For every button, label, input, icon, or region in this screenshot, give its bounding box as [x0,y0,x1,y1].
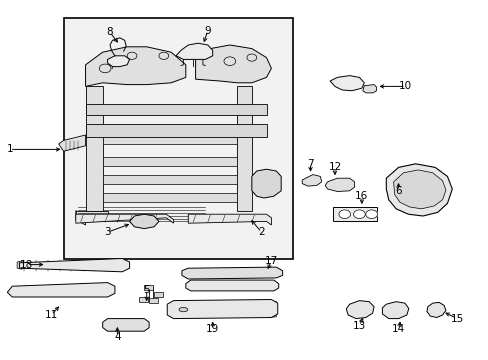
Text: 17: 17 [264,256,278,266]
Polygon shape [105,65,112,68]
Text: 3: 3 [104,227,111,237]
Polygon shape [267,302,276,318]
Polygon shape [102,319,149,331]
Text: 11: 11 [44,310,58,320]
Polygon shape [182,267,282,279]
Polygon shape [346,301,373,319]
Polygon shape [85,124,266,137]
Polygon shape [332,207,376,221]
Polygon shape [393,170,445,209]
Polygon shape [302,175,321,186]
Polygon shape [85,104,266,115]
Polygon shape [59,135,85,151]
Text: 10: 10 [399,81,411,91]
Polygon shape [85,47,185,86]
Polygon shape [129,214,159,229]
Text: 7: 7 [306,159,313,169]
Text: 14: 14 [391,324,405,334]
Text: 8: 8 [106,27,113,37]
Text: 6: 6 [394,186,401,196]
Circle shape [338,210,350,219]
Circle shape [365,210,377,219]
Text: 4: 4 [114,332,121,342]
Text: 5: 5 [143,285,150,295]
Polygon shape [426,302,445,318]
Polygon shape [149,298,158,303]
Circle shape [127,52,137,59]
Circle shape [224,57,235,66]
Text: 16: 16 [354,191,368,201]
Text: 9: 9 [204,26,211,36]
Polygon shape [251,169,281,198]
Polygon shape [306,179,316,183]
Polygon shape [85,86,102,211]
Polygon shape [20,258,129,272]
Polygon shape [386,164,451,216]
Polygon shape [382,302,408,319]
Polygon shape [139,297,148,302]
Polygon shape [195,45,271,83]
Circle shape [99,64,111,73]
Text: 12: 12 [327,162,341,172]
Polygon shape [102,135,237,144]
Polygon shape [329,76,364,91]
Text: 19: 19 [205,324,219,334]
Polygon shape [237,86,251,211]
Text: 13: 13 [352,321,366,331]
Ellipse shape [179,307,187,312]
Circle shape [159,52,168,59]
Polygon shape [76,214,173,223]
Circle shape [246,54,256,61]
Polygon shape [325,178,354,192]
Polygon shape [329,181,349,189]
Polygon shape [172,302,181,318]
Polygon shape [176,43,212,59]
Polygon shape [185,280,278,291]
Circle shape [353,210,365,219]
Polygon shape [154,292,163,297]
Polygon shape [7,283,115,297]
Polygon shape [167,300,277,319]
Polygon shape [102,157,237,166]
Text: 2: 2 [258,227,264,237]
Polygon shape [76,211,85,225]
Text: 1: 1 [6,144,13,154]
Polygon shape [362,85,376,93]
Text: 15: 15 [449,314,463,324]
Polygon shape [144,285,153,290]
Polygon shape [102,175,237,184]
Polygon shape [76,211,107,220]
Polygon shape [102,193,237,202]
Text: 18: 18 [20,260,34,270]
Bar [63,18,293,259]
Polygon shape [17,261,22,269]
Polygon shape [107,56,129,67]
Polygon shape [188,214,271,225]
